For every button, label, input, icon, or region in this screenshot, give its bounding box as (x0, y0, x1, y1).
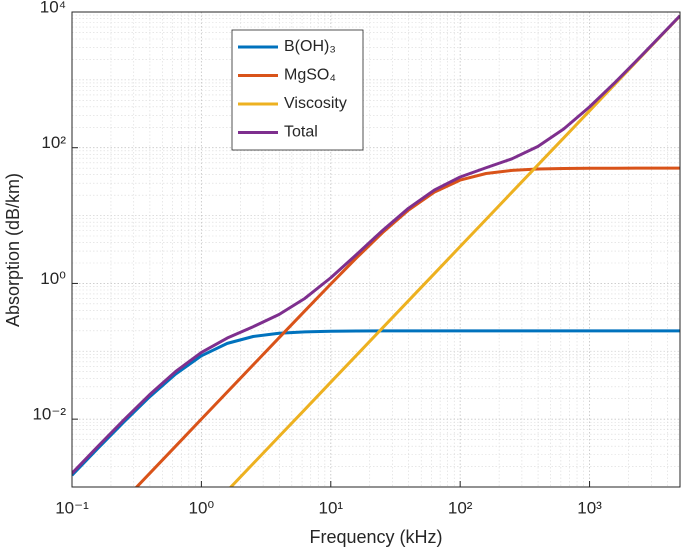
y-tick-label: 10² (41, 133, 66, 152)
series-line (72, 14, 680, 475)
series-line (134, 166, 680, 487)
x-tick-label: 10² (448, 498, 473, 517)
legend: B(OH)₃ MgSO₄ Viscosity Total (231, 29, 364, 151)
x-axis-label: Frequency (kHz) (309, 527, 442, 547)
x-tick-label: 10³ (577, 498, 602, 517)
legend-label: Total (284, 124, 318, 141)
series-line (228, 14, 680, 487)
x-tick-label: 10¹ (318, 498, 343, 517)
legend-label: Viscosity (284, 95, 347, 112)
x-tick-label: 10⁻¹ (55, 498, 89, 517)
ticks: 10⁻¹ 10⁰ 10¹ 10² 10³ 10⁻² 10⁰ 10² 10⁴ (32, 0, 602, 517)
y-axis-label: Absorption (dB/km) (3, 173, 23, 327)
plot-frame (71, 11, 681, 488)
legend-label: MgSO₄ (284, 67, 336, 84)
legend-label: B(OH)₃ (284, 38, 336, 55)
grid (71, 11, 681, 488)
x-tick-label: 10⁰ (189, 498, 215, 517)
series-line (72, 329, 680, 477)
y-tick-label: 10⁰ (40, 269, 66, 288)
y-tick-label: 10⁴ (40, 0, 66, 16)
y-tick-label: 10⁻² (32, 405, 66, 424)
plot-lines (72, 14, 680, 487)
legend-box (231, 29, 364, 151)
